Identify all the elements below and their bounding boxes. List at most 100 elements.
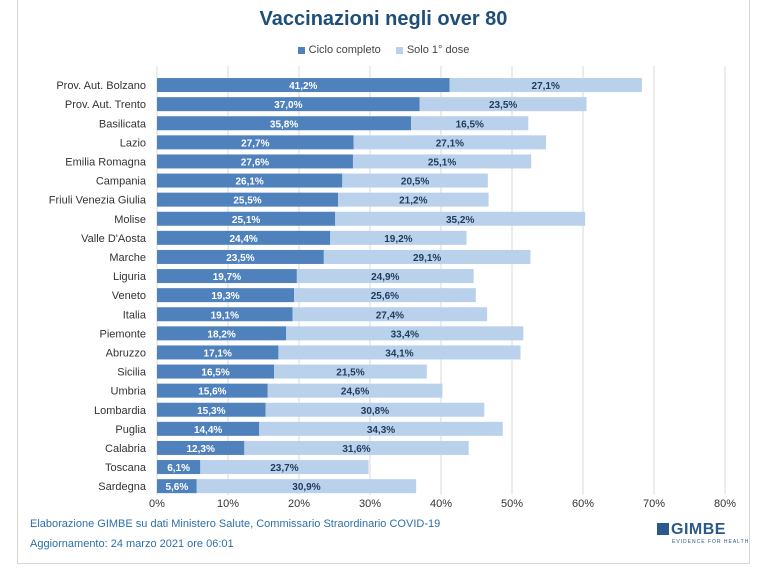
bar-solo-prima-dose <box>353 135 547 150</box>
x-tick-label: 0% <box>149 498 165 510</box>
category-label: Emilia Romagna <box>65 156 147 168</box>
bar-ciclo-completo <box>157 326 287 341</box>
data-label-ciclo-completo: 5,6% <box>165 482 188 493</box>
bar-ciclo-completo <box>157 307 293 322</box>
data-label-ciclo-completo: 27,6% <box>241 157 269 168</box>
data-label-solo-prima-dose: 23,5% <box>489 100 517 111</box>
data-label-ciclo-completo: 24,4% <box>229 234 257 245</box>
category-label: Puglia <box>115 424 146 436</box>
category-label: Friuli Venezia Giulia <box>49 195 147 207</box>
data-label-ciclo-completo: 35,8% <box>270 119 298 130</box>
chart-legend: Ciclo completo Solo 1° dose <box>0 44 767 56</box>
data-label-ciclo-completo: 19,1% <box>211 310 239 321</box>
bar-solo-prima-dose <box>274 364 427 379</box>
bar-solo-prima-dose <box>294 288 476 303</box>
bar-solo-prima-dose <box>323 249 531 264</box>
category-label: Lombardia <box>94 405 147 417</box>
bar-ciclo-completo <box>157 402 266 417</box>
data-label-solo-prima-dose: 24,9% <box>371 272 399 283</box>
bar-solo-prima-dose <box>292 307 488 322</box>
bar-solo-prima-dose <box>338 192 489 207</box>
bar-solo-prima-dose <box>411 116 529 131</box>
category-label: Lazio <box>120 137 146 149</box>
category-label: Veneto <box>112 290 146 302</box>
bar-solo-prima-dose <box>342 173 488 188</box>
data-label-solo-prima-dose: 30,8% <box>361 406 389 417</box>
data-label-solo-prima-dose: 29,1% <box>413 253 441 264</box>
data-label-solo-prima-dose: 33,4% <box>391 329 419 340</box>
bar-ciclo-completo <box>157 97 420 112</box>
data-label-solo-prima-dose: 16,5% <box>456 119 484 130</box>
legend-swatch-ciclo-completo <box>297 46 305 54</box>
data-label-solo-prima-dose: 21,5% <box>336 368 364 379</box>
bar-solo-prima-dose <box>265 402 485 417</box>
x-tick-label: 20% <box>288 498 310 510</box>
data-label-solo-prima-dose: 27,4% <box>376 310 404 321</box>
category-label: Abruzzo <box>106 347 146 359</box>
footer-source: Elaborazione GIMBE su dati Ministero Sal… <box>30 518 441 530</box>
data-label-ciclo-completo: 18,2% <box>207 329 235 340</box>
data-label-ciclo-completo: 27,7% <box>241 138 269 149</box>
bar-ciclo-completo <box>157 230 331 245</box>
data-label-ciclo-completo: 12,3% <box>186 444 214 455</box>
category-label: Piemonte <box>100 328 146 340</box>
bar-solo-prima-dose <box>259 421 503 436</box>
data-label-solo-prima-dose: 27,1% <box>436 138 464 149</box>
bar-ciclo-completo <box>157 345 279 360</box>
bar-ciclo-completo <box>157 173 343 188</box>
data-label-solo-prima-dose: 23,7% <box>270 463 298 474</box>
data-label-ciclo-completo: 26,1% <box>235 177 263 188</box>
gimbe-logo-icon <box>657 523 669 535</box>
bar-ciclo-completo <box>157 288 295 303</box>
gimbe-logo: GIMBE EVIDENCE FOR HEALTH <box>657 521 749 545</box>
data-label-solo-prima-dose: 24,6% <box>341 387 369 398</box>
category-label: Molise <box>114 214 146 226</box>
bar-solo-prima-dose <box>200 460 369 475</box>
bar-ciclo-completo <box>157 154 353 169</box>
data-label-ciclo-completo: 15,3% <box>197 406 225 417</box>
data-label-ciclo-completo: 6,1% <box>167 463 190 474</box>
bar-solo-prima-dose <box>286 326 524 341</box>
legend-item-ciclo-completo: Ciclo completo <box>297 44 381 56</box>
data-label-ciclo-completo: 19,7% <box>213 272 241 283</box>
bar-ciclo-completo <box>157 116 412 131</box>
category-label: Prov. Aut. Trento <box>65 99 146 111</box>
bar-ciclo-completo <box>157 78 450 93</box>
data-label-ciclo-completo: 15,6% <box>198 387 226 398</box>
logo-name: GIMBE <box>671 521 726 538</box>
x-tick-label: 50% <box>501 498 523 510</box>
bar-ciclo-completo <box>157 421 260 436</box>
data-label-ciclo-completo: 23,5% <box>226 253 254 264</box>
data-label-solo-prima-dose: 25,6% <box>371 291 399 302</box>
bar-solo-prima-dose <box>196 479 417 494</box>
bar-solo-prima-dose <box>330 230 467 245</box>
footer-update: Aggiornamento: 24 marzo 2021 ore 06:01 <box>30 538 234 550</box>
data-label-solo-prima-dose: 20,5% <box>401 177 429 188</box>
x-tick-label: 80% <box>714 498 736 510</box>
bar-solo-prima-dose <box>419 97 587 112</box>
bar-ciclo-completo <box>157 460 201 475</box>
data-label-solo-prima-dose: 27,1% <box>532 81 560 92</box>
data-label-ciclo-completo: 14,4% <box>194 425 222 436</box>
legend-item-solo-prima-dose: Solo 1° dose <box>395 44 470 56</box>
bar-ciclo-completo <box>157 249 324 264</box>
bar-ciclo-completo <box>157 364 275 379</box>
data-label-solo-prima-dose: 34,3% <box>367 425 395 436</box>
x-tick-label: 10% <box>217 498 239 510</box>
bar-ciclo-completo <box>157 192 339 207</box>
bar-solo-prima-dose <box>296 269 474 284</box>
data-label-ciclo-completo: 25,1% <box>232 215 260 226</box>
category-label: Toscana <box>105 462 147 474</box>
category-label: Umbria <box>111 386 147 398</box>
bar-ciclo-completo <box>157 269 297 284</box>
data-label-solo-prima-dose: 31,6% <box>342 444 370 455</box>
data-label-solo-prima-dose: 34,1% <box>385 348 413 359</box>
category-label: Italia <box>123 309 147 321</box>
category-label: Calabria <box>105 443 147 455</box>
legend-label-solo-prima-dose: Solo 1° dose <box>406 44 470 56</box>
x-tick-label: 30% <box>359 498 381 510</box>
data-label-ciclo-completo: 16,5% <box>201 368 229 379</box>
data-label-solo-prima-dose: 21,2% <box>399 196 427 207</box>
data-label-solo-prima-dose: 30,9% <box>292 482 320 493</box>
